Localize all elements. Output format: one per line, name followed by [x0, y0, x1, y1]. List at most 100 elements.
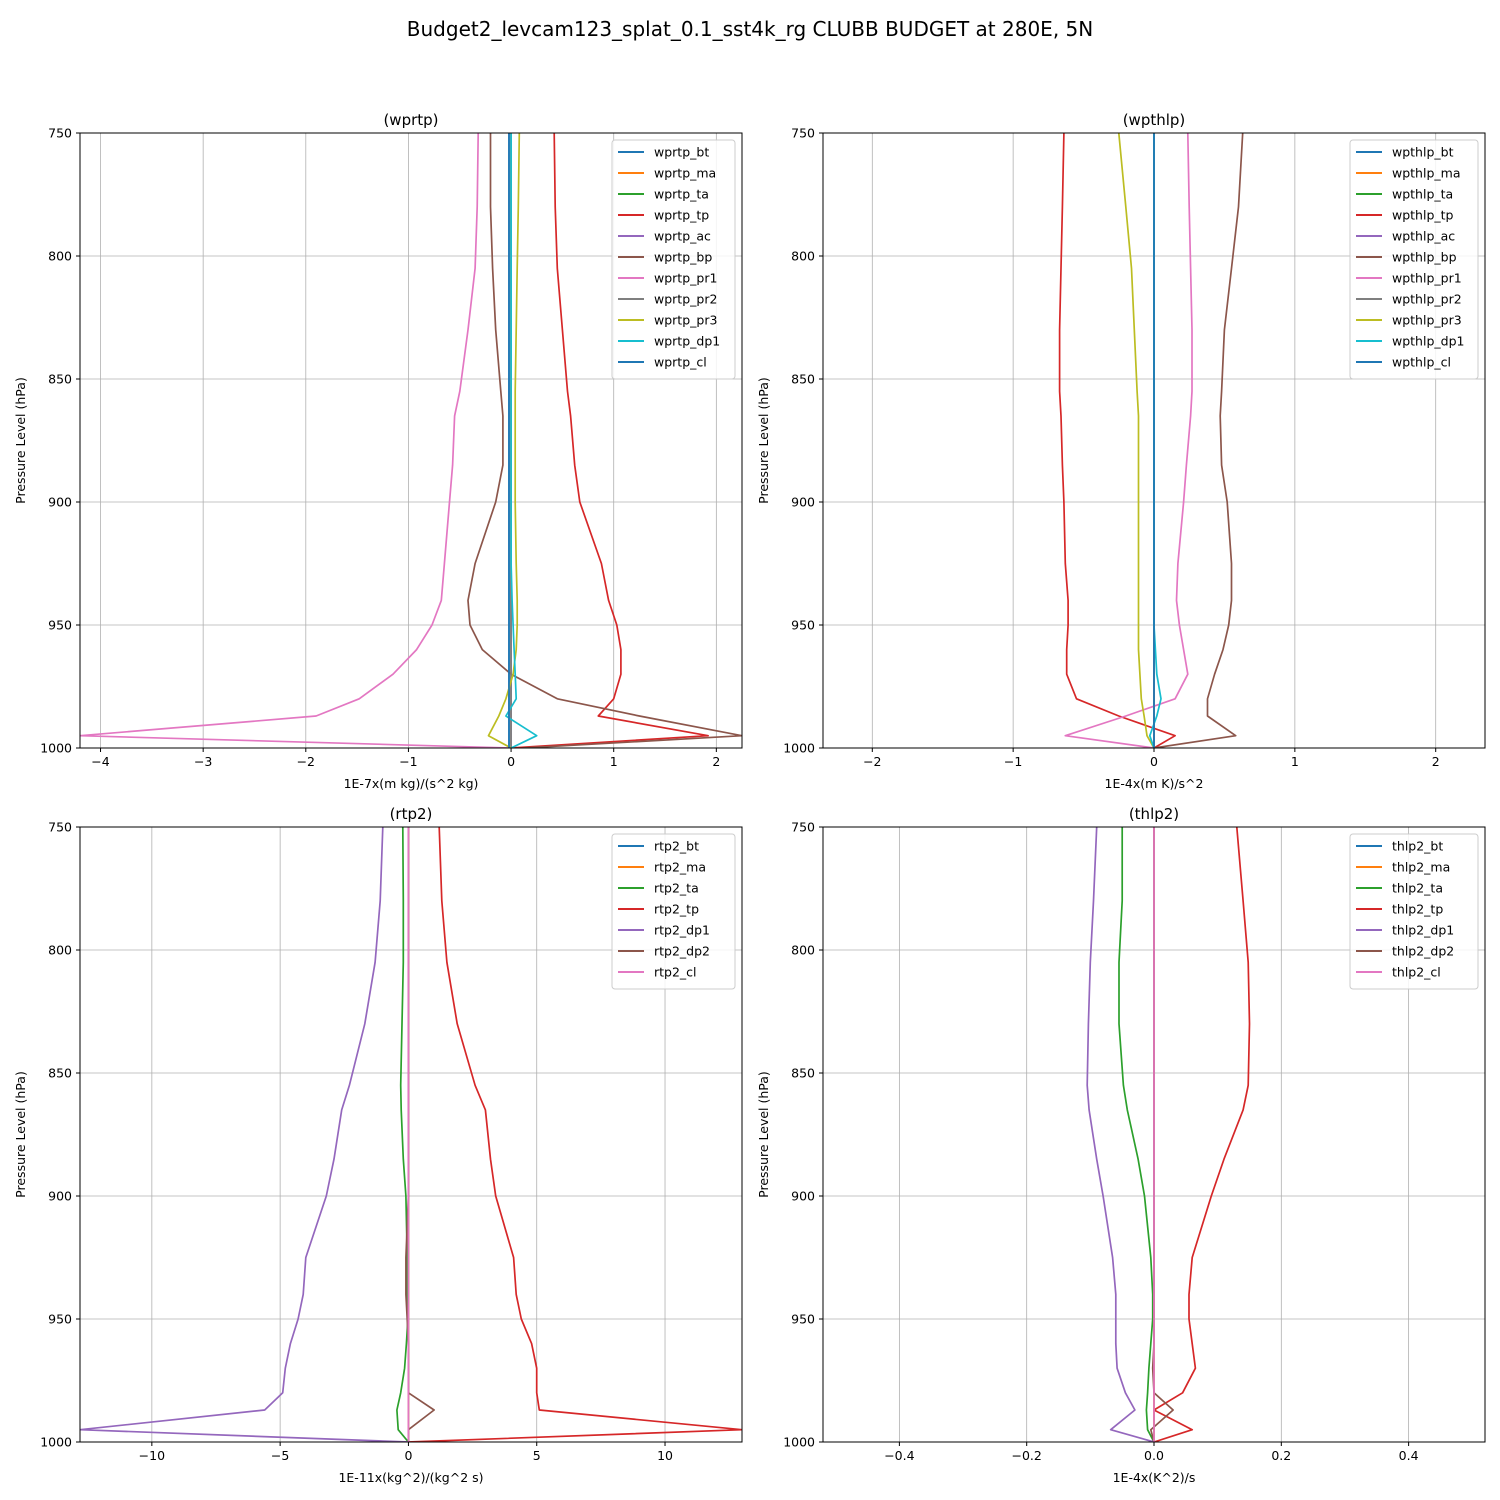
series-line-wprtp_pr1	[80, 133, 512, 748]
series-line-wprtp_tp	[511, 133, 709, 748]
legend-label: wpthlp_ma	[1392, 166, 1460, 181]
panel-wpthlp: −2 −1 0 1 2 750 800 850 900 950 1000 (wpthlp) 1E-4x(…	[756, 111, 1486, 791]
legend-label: wpthlp_bp	[1392, 250, 1457, 265]
x-tick-label: −5	[271, 1448, 289, 1463]
legend-label: rtp2_cl	[654, 965, 697, 980]
panel-title: (wpthlp)	[1123, 111, 1186, 129]
legend-label: rtp2_dp2	[654, 944, 710, 959]
legend: rtp2_bt rtp2_ma rtp2_ta rtp2_tp rtp2_dp1 rtp2…	[611, 833, 736, 990]
legend-label: rtp2_ta	[654, 881, 699, 896]
panel-title: (thlp2)	[1129, 805, 1179, 823]
legend-label: rtp2_ma	[654, 860, 706, 875]
legend-label: wprtp_pr1	[654, 271, 717, 286]
axes-frame	[79, 826, 743, 1443]
legend-label: wprtp_cl	[654, 355, 707, 370]
legend-label: thlp2_dp2	[1392, 944, 1454, 959]
x-tick-label: 2	[1432, 754, 1440, 769]
y-tick-label: 800	[48, 249, 72, 264]
y-tick-label: 950	[48, 1312, 72, 1327]
series-line-rtp2_ta	[396, 827, 410, 1442]
legend-label: rtp2_dp1	[654, 923, 710, 938]
series-group	[1086, 827, 1251, 1442]
x-tick-label: 0	[1150, 754, 1158, 769]
series-line-rtp2_dp1	[80, 827, 409, 1442]
legend-label: wprtp_ma	[654, 166, 716, 181]
legend-label: wprtp_bt	[654, 145, 709, 160]
legend-label: thlp2_cl	[1392, 965, 1441, 980]
panel-title: (rtp2)	[390, 805, 433, 823]
legend-label: wprtp_pr2	[654, 292, 717, 307]
y-tick-label: 1000	[783, 1435, 815, 1450]
y-axis-label: Pressure Level (hPa)	[756, 1071, 771, 1198]
legend-label: thlp2_bt	[1392, 839, 1443, 854]
series-line-wpthlp_bp	[1153, 133, 1244, 748]
legend-label: wprtp_tp	[654, 208, 709, 223]
x-axis-label: 1E-11x(kg^2)/(kg^2 s)	[338, 1470, 483, 1485]
x-tick-label: −3	[194, 754, 212, 769]
y-tick-label: 750	[48, 820, 72, 835]
legend: thlp2_bt thlp2_ma thlp2_ta thlp2_tp thlp2_dp…	[1349, 833, 1479, 990]
y-tick-label: 750	[791, 126, 815, 141]
x-tick-label: 0.0	[1144, 1448, 1164, 1463]
legend: wpthlp_bt wpthlp_ma wpthlp_ta wpthlp_tpwpth…	[1349, 139, 1479, 380]
y-tick-label: 950	[48, 618, 72, 633]
legend-label: rtp2_tp	[654, 902, 699, 917]
y-tick-label: 1000	[783, 741, 815, 756]
legend-label: wpthlp_dp1	[1392, 334, 1464, 349]
y-tick-label: 900	[791, 495, 815, 510]
x-tick-label: 5	[533, 1448, 541, 1463]
x-axis-label: 1E-7x(m kg)/(s^2 kg)	[344, 776, 479, 791]
legend-label: rtp2_bt	[654, 839, 699, 854]
y-tick-label: 800	[791, 249, 815, 264]
panel-title: (wprtp)	[383, 111, 438, 129]
series-line-thlp2_tp	[1153, 827, 1251, 1442]
x-tick-label: −1	[399, 754, 417, 769]
legend-label: wprtp_pr3	[654, 313, 717, 328]
legend-label: wpthlp_tp	[1392, 208, 1454, 223]
y-tick-label: 950	[791, 1312, 815, 1327]
x-tick-label: −0.2	[1012, 1448, 1042, 1463]
x-axis-label: 1E-4x(m K)/s^2	[1105, 776, 1204, 791]
x-axis-label: 1E-4x(K^2)/s	[1113, 1470, 1196, 1485]
series-line-wprtp_pr3	[487, 133, 521, 748]
y-tick-label: 900	[48, 495, 72, 510]
legend-label: wpthlp_bt	[1392, 145, 1454, 160]
legend-label: wpthlp_ac	[1392, 229, 1455, 244]
y-tick-label: 850	[791, 1066, 815, 1081]
y-axis-label: Pressure Level (hPa)	[13, 1071, 28, 1198]
series-line-wpthlp_tp	[1058, 133, 1176, 748]
x-tick-label: −0.4	[884, 1448, 914, 1463]
axes-frame	[79, 132, 743, 749]
y-tick-label: 750	[48, 126, 72, 141]
x-tick-label: 1	[1291, 754, 1299, 769]
y-tick-label: 900	[791, 1189, 815, 1204]
series-line-wpthlp_dp1	[1148, 133, 1162, 748]
legend-label: wprtp_ta	[654, 187, 709, 202]
y-tick-label: 900	[48, 1189, 72, 1204]
legend-label: thlp2_ta	[1392, 881, 1443, 896]
y-axis-label: Pressure Level (hPa)	[756, 377, 771, 504]
y-tick-label: 750	[791, 820, 815, 835]
y-tick-label: 850	[791, 372, 815, 387]
legend-label: wprtp_dp1	[654, 334, 720, 349]
series-line-wprtp_dp1	[505, 133, 538, 748]
series-line-rtp2_dp2	[405, 827, 435, 1442]
y-axis-label: Pressure Level (hPa)	[13, 377, 28, 504]
series-line-thlp2_ta	[1118, 827, 1155, 1442]
legend-label: thlp2_tp	[1392, 902, 1443, 917]
x-tick-label: 2	[712, 754, 720, 769]
series-group	[80, 827, 742, 1442]
series-line-rtp2_tp	[408, 827, 742, 1442]
x-tick-label: −4	[91, 754, 109, 769]
x-tick-label: −2	[297, 754, 315, 769]
panel-rtp2: −10 −5 0 5 10 750 800 850 900 950 1000 (rtp2) 1E-11x…	[13, 805, 743, 1485]
series-line-wprtp_bp	[467, 133, 742, 748]
legend-label: wpthlp_pr1	[1392, 271, 1462, 286]
x-tick-label: 0	[404, 1448, 412, 1463]
series-line-wpthlp_pr1	[1064, 133, 1193, 748]
legend-label: wpthlp_ta	[1392, 187, 1453, 202]
x-tick-label: 1	[610, 754, 618, 769]
series-group	[80, 133, 742, 748]
x-tick-label: −2	[863, 754, 881, 769]
